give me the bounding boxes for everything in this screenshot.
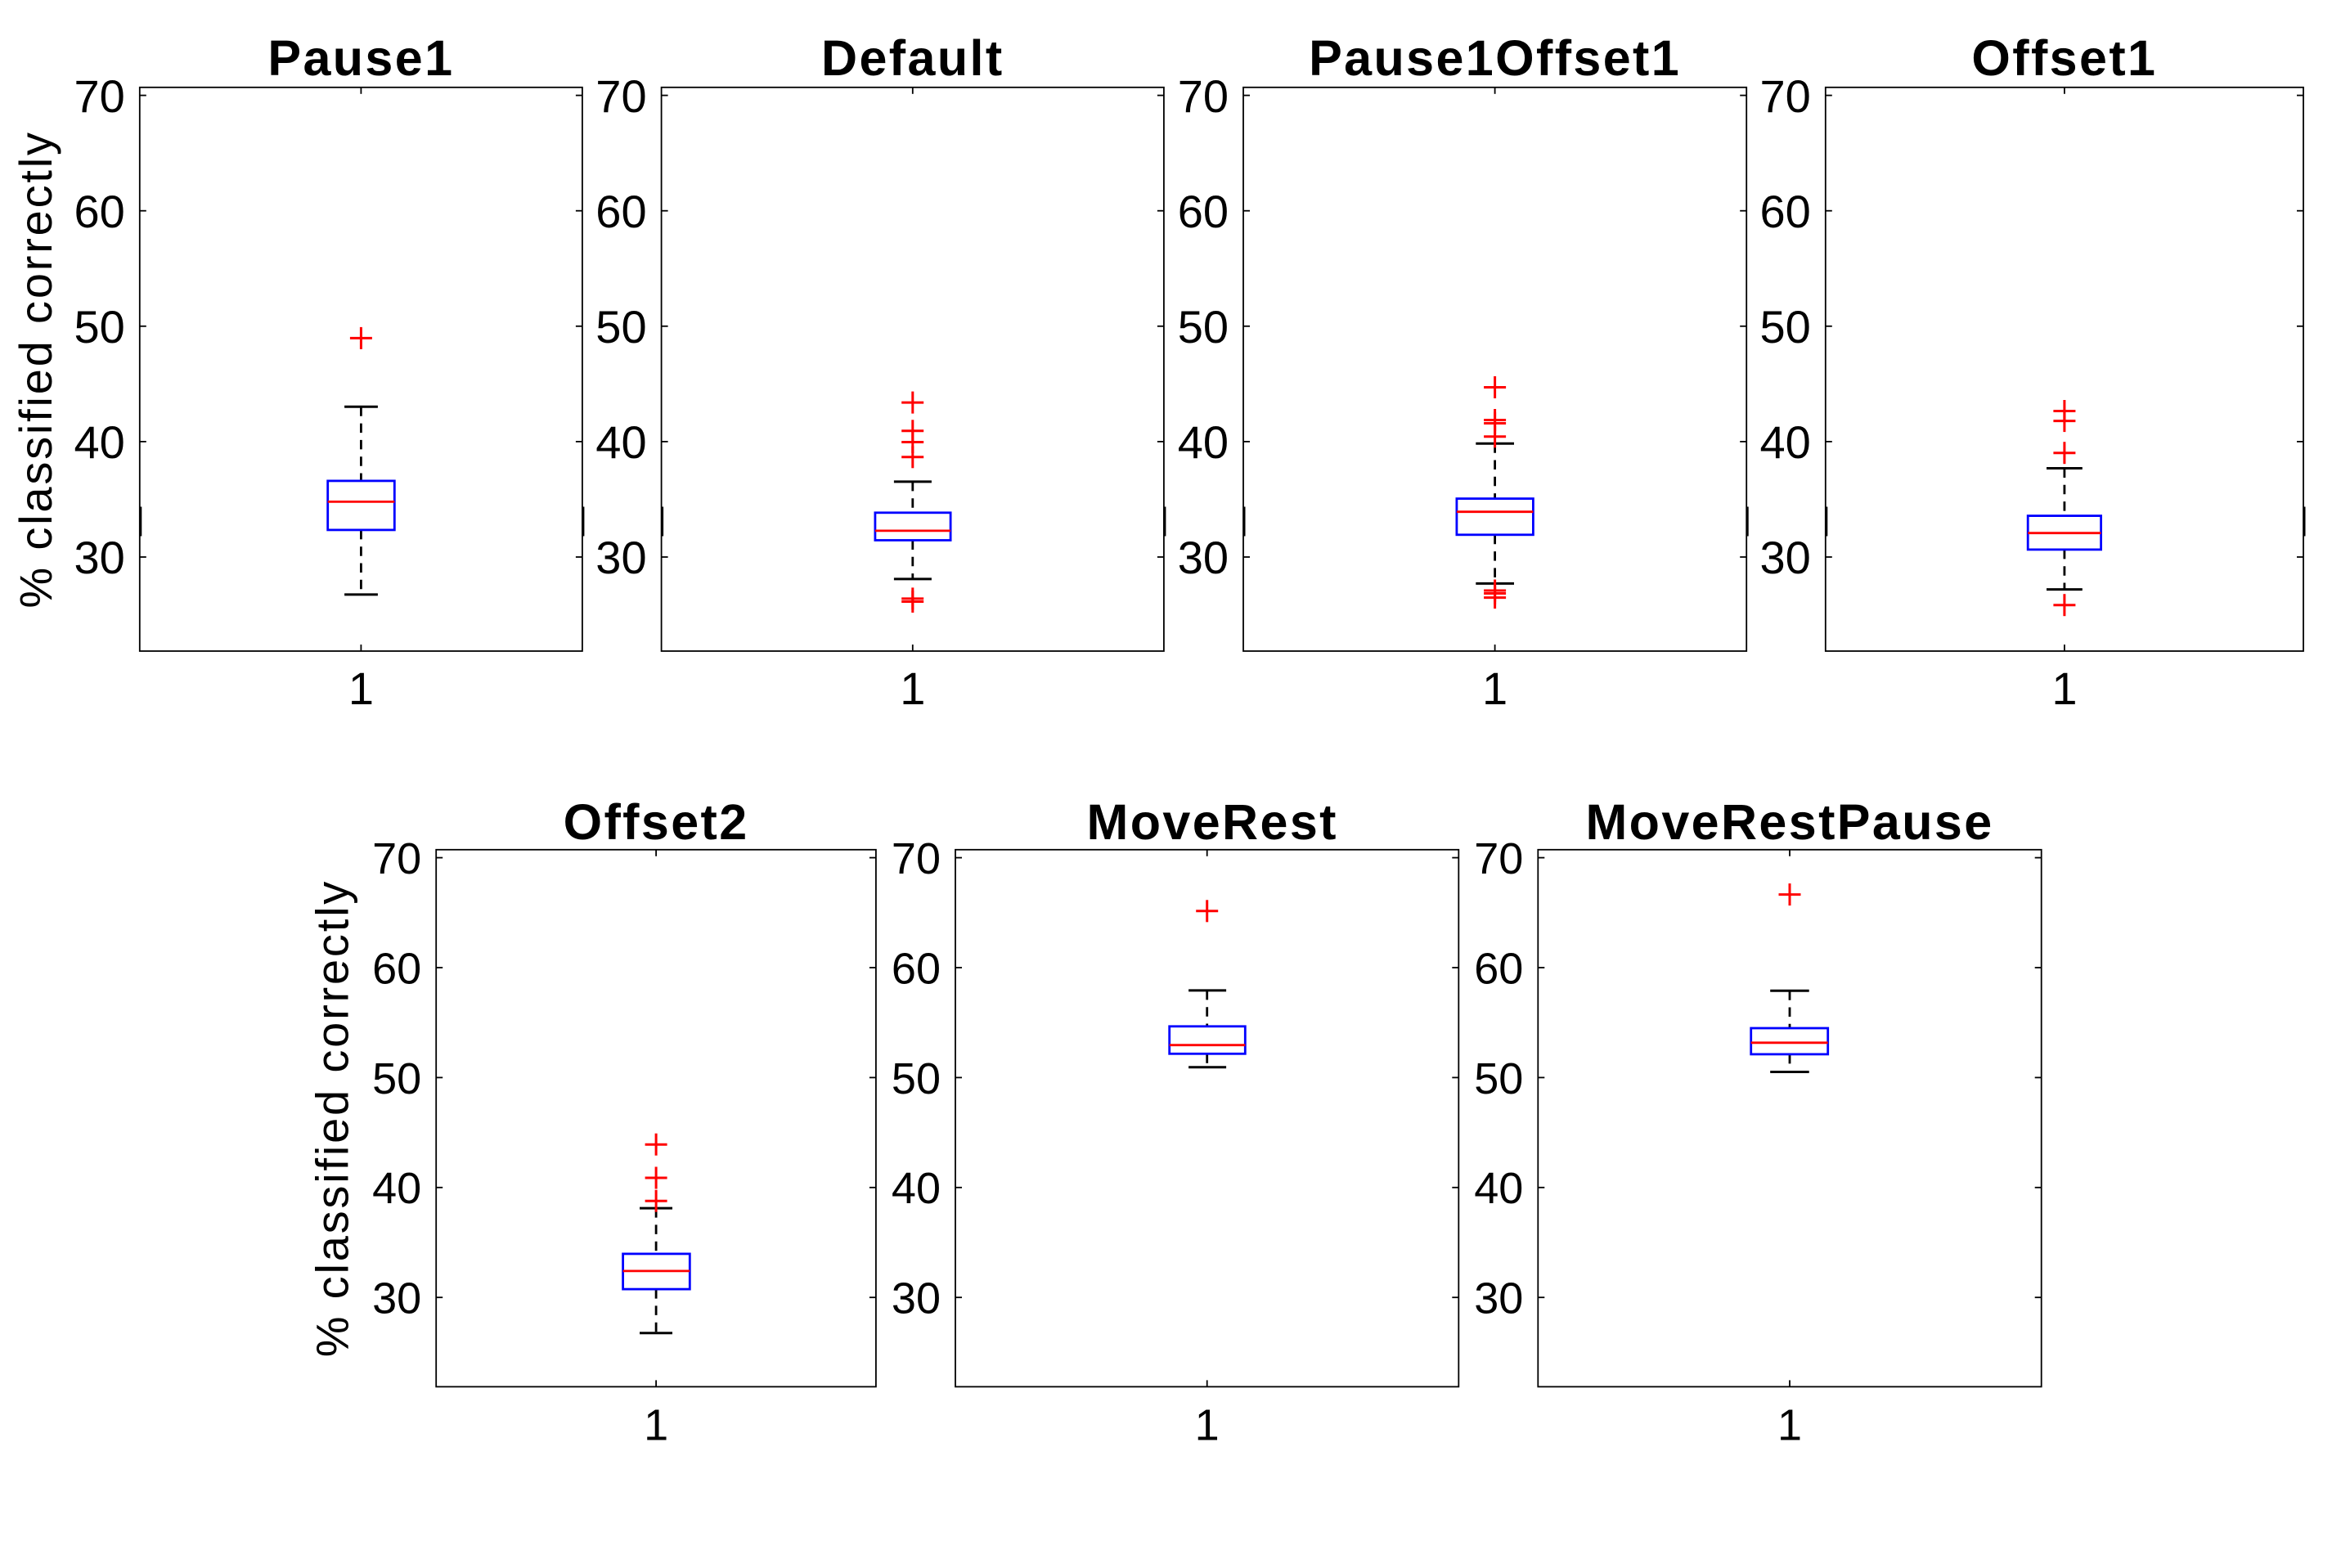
svg-text:50: 50: [1760, 301, 1811, 353]
svg-text:% classified correctly: % classified correctly: [307, 879, 358, 1357]
svg-text:30: 30: [1474, 1274, 1523, 1323]
svg-text:MoveRestPause: MoveRestPause: [1585, 794, 1993, 850]
svg-text:40: 40: [74, 416, 125, 468]
svg-text:30: 30: [74, 532, 125, 583]
svg-text:% classified correctly: % classified correctly: [10, 130, 61, 608]
svg-text:70: 70: [1760, 70, 1811, 122]
svg-text:60: 60: [892, 944, 941, 993]
svg-text:50: 50: [74, 301, 125, 353]
svg-text:70: 70: [892, 834, 941, 883]
svg-text:50: 50: [1474, 1054, 1523, 1103]
svg-text:Offset2: Offset2: [564, 794, 749, 850]
svg-text:40: 40: [595, 416, 646, 468]
svg-text:60: 60: [1178, 186, 1229, 237]
svg-text:Offset1: Offset1: [1971, 30, 2157, 86]
svg-text:1: 1: [348, 663, 374, 714]
svg-text:40: 40: [372, 1164, 421, 1213]
svg-text:1: 1: [2051, 663, 2077, 714]
svg-text:60: 60: [1474, 944, 1523, 993]
svg-text:60: 60: [372, 944, 421, 993]
svg-text:Pause1: Pause1: [267, 30, 454, 86]
svg-text:1: 1: [1195, 1400, 1220, 1449]
svg-text:Pause1Offset1: Pause1Offset1: [1309, 30, 1681, 86]
svg-text:30: 30: [595, 532, 646, 583]
svg-text:50: 50: [892, 1054, 941, 1103]
svg-text:40: 40: [892, 1164, 941, 1213]
svg-text:70: 70: [74, 70, 125, 122]
svg-text:30: 30: [372, 1274, 421, 1323]
svg-text:50: 50: [1178, 301, 1229, 353]
svg-text:70: 70: [1178, 70, 1229, 122]
svg-text:60: 60: [595, 186, 646, 237]
svg-text:MoveRest: MoveRest: [1087, 794, 1338, 850]
svg-text:1: 1: [1482, 663, 1507, 714]
svg-text:60: 60: [1760, 186, 1811, 237]
svg-text:40: 40: [1760, 416, 1811, 468]
svg-text:30: 30: [892, 1274, 941, 1323]
svg-text:40: 40: [1178, 416, 1229, 468]
svg-text:1: 1: [900, 663, 925, 714]
svg-text:40: 40: [1474, 1164, 1523, 1213]
svg-text:50: 50: [372, 1054, 421, 1103]
svg-text:Default: Default: [821, 30, 1004, 86]
svg-text:70: 70: [595, 70, 646, 122]
svg-text:70: 70: [372, 834, 421, 883]
svg-text:1: 1: [1777, 1400, 1802, 1449]
svg-text:70: 70: [1474, 834, 1523, 883]
svg-text:60: 60: [74, 186, 125, 237]
svg-text:30: 30: [1760, 532, 1811, 583]
svg-text:30: 30: [1178, 532, 1229, 583]
svg-text:1: 1: [644, 1400, 668, 1449]
svg-text:50: 50: [595, 301, 646, 353]
